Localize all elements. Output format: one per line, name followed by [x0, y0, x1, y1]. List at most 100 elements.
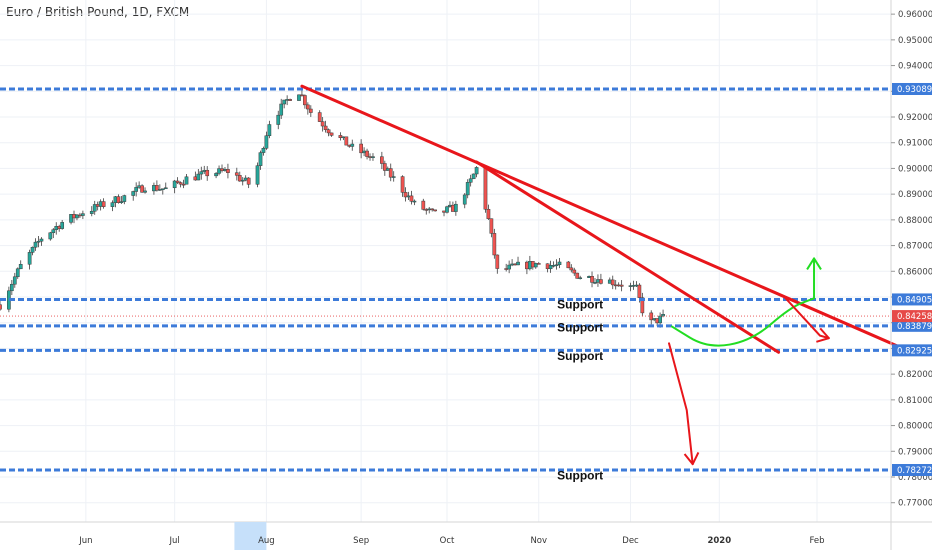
candle	[380, 151, 384, 170]
candle	[140, 184, 144, 193]
candle-body	[69, 214, 73, 223]
candle-body	[92, 204, 97, 212]
candle	[199, 166, 204, 180]
support-annotation: Support	[557, 469, 603, 483]
support-price-label-bg	[892, 344, 932, 357]
candle	[184, 173, 189, 185]
candle	[350, 139, 355, 151]
candle	[234, 167, 239, 181]
candle-body	[119, 201, 124, 203]
candle-body	[48, 232, 53, 240]
candle-body	[382, 163, 387, 171]
candle-body	[12, 276, 17, 285]
candle-body	[329, 132, 334, 136]
candle-body	[255, 165, 260, 185]
candle	[548, 260, 553, 273]
price-tick-label: 0.82000	[898, 370, 932, 380]
candle-body	[303, 95, 307, 106]
price-tick-label: 0.90000	[898, 164, 932, 174]
projection-arrowhead	[806, 257, 822, 270]
candle-body	[391, 176, 396, 178]
candle	[445, 205, 449, 214]
candle-body	[468, 178, 473, 183]
candle	[590, 271, 594, 288]
candle-body	[264, 135, 269, 149]
candle	[326, 128, 331, 137]
candle-body	[430, 208, 435, 211]
candle-body	[282, 99, 287, 105]
candle	[172, 179, 177, 194]
candle-body	[557, 261, 562, 266]
candle	[575, 272, 580, 279]
projection-arrowhead	[816, 327, 830, 343]
candle	[308, 105, 313, 117]
candle-body	[610, 279, 615, 286]
candle	[75, 214, 79, 221]
candle	[33, 238, 38, 251]
candle	[388, 163, 393, 182]
candle	[344, 136, 349, 146]
candle	[474, 166, 479, 178]
candle-body	[658, 315, 662, 324]
candle-body	[572, 269, 577, 274]
support-annotation: Support	[557, 349, 603, 363]
candle	[382, 160, 387, 176]
candle-body	[365, 150, 369, 157]
candle	[557, 257, 562, 269]
candle	[317, 110, 322, 122]
time-tick-label: Dec	[622, 536, 639, 546]
candle-body	[350, 143, 355, 147]
chart-title: Euro / British Pound, 1D, FXCM	[6, 5, 190, 19]
candle	[471, 173, 476, 180]
candle	[181, 179, 186, 189]
candle	[391, 171, 396, 182]
price-tick-label: 0.96000	[898, 10, 932, 20]
candle-body	[575, 272, 580, 279]
candle-body	[184, 176, 189, 185]
time-axis-highlight	[234, 522, 267, 550]
candle-body	[155, 185, 159, 191]
candle	[0, 299, 2, 311]
candle	[359, 139, 363, 159]
candle	[610, 275, 615, 290]
support-price-label-bg	[892, 82, 932, 95]
candle	[18, 260, 23, 270]
projection-path	[670, 257, 816, 347]
candle-body	[258, 152, 263, 166]
support-annotation: Support	[557, 321, 603, 335]
candle	[205, 166, 210, 181]
candle	[163, 182, 168, 190]
candle-body	[492, 233, 497, 256]
candle-body	[116, 196, 121, 203]
candle-body	[15, 268, 20, 278]
candle	[462, 193, 467, 209]
candle-body	[400, 176, 405, 193]
candle	[175, 177, 180, 185]
candle-body	[140, 185, 144, 193]
candle	[507, 260, 511, 274]
candle-body	[33, 241, 38, 248]
candle	[628, 282, 633, 292]
candle-body	[237, 175, 242, 182]
projection-arrowhead	[683, 452, 700, 466]
candle	[101, 198, 106, 209]
candle	[110, 200, 115, 212]
candle-body	[279, 103, 284, 116]
time-tick-label: Feb	[809, 536, 824, 546]
support-price-label: 0.93089	[897, 85, 932, 95]
candle-body	[181, 183, 186, 186]
candle	[89, 206, 94, 217]
candle-body	[89, 210, 94, 214]
time-tick-label: Sep	[353, 536, 369, 546]
candle-body	[143, 190, 147, 193]
candle	[454, 200, 458, 216]
candle-body	[9, 283, 14, 292]
candle	[619, 280, 624, 292]
candle-body	[178, 182, 183, 185]
candle-body	[548, 265, 553, 270]
candle-body	[359, 143, 363, 154]
candle	[92, 200, 97, 215]
price-tick-label: 0.77000	[898, 499, 932, 509]
candle-body	[36, 240, 41, 243]
